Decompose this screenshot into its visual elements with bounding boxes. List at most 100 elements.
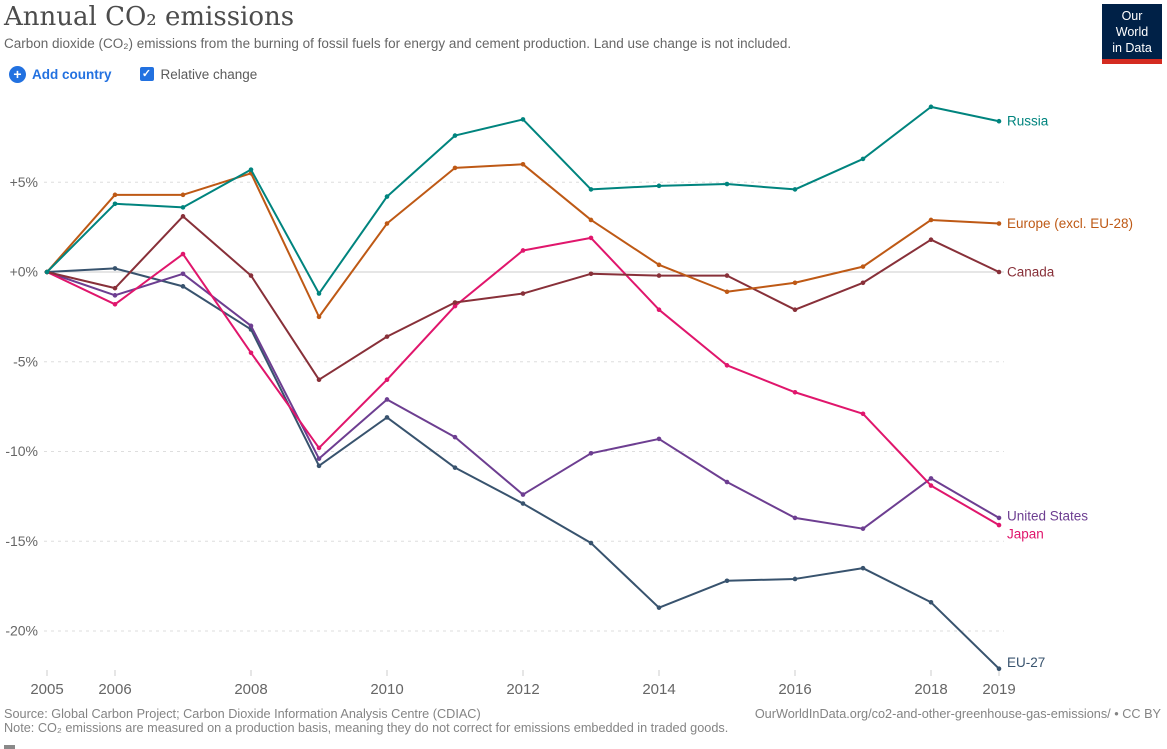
data-point-canada[interactable] bbox=[860, 280, 866, 286]
owid-link[interactable]: OurWorldInData.org/co2-and-other-greenho… bbox=[754, 707, 1111, 721]
series-line-canada[interactable] bbox=[46, 215, 1000, 381]
data-point-united-states[interactable] bbox=[112, 293, 118, 298]
data-point-canada[interactable] bbox=[180, 214, 186, 219]
data-point-united-states[interactable] bbox=[248, 323, 254, 329]
data-point-canada[interactable] bbox=[248, 273, 254, 278]
chart-canvas[interactable]: +5% +0% -5% -10% -15% -20% 2005 2006 2008 2010 201… bbox=[0, 88, 1167, 708]
data-point-canada[interactable] bbox=[452, 300, 458, 305]
data-point-united-states[interactable] bbox=[588, 450, 594, 456]
data-point-japan[interactable] bbox=[316, 445, 322, 451]
series-label-united-states[interactable]: United States bbox=[1007, 508, 1088, 523]
data-point-russia[interactable] bbox=[928, 104, 934, 110]
data-point-united-states[interactable] bbox=[452, 434, 458, 440]
data-point-eu-27[interactable] bbox=[656, 605, 662, 610]
data-point-eu-27[interactable] bbox=[860, 565, 866, 571]
data-point-japan[interactable] bbox=[112, 302, 118, 307]
data-point-united-states[interactable] bbox=[928, 476, 934, 481]
data-point-eu-27[interactable] bbox=[724, 578, 730, 584]
series-line-eu-27[interactable] bbox=[46, 267, 1000, 670]
data-point-europe-excl-eu-28[interactable] bbox=[792, 280, 798, 286]
data-point-eu-27[interactable] bbox=[928, 599, 934, 605]
data-point-europe-excl-eu-28[interactable] bbox=[452, 165, 458, 171]
data-point-united-states[interactable] bbox=[180, 271, 186, 277]
series-line-japan[interactable] bbox=[46, 236, 1000, 527]
data-point-eu-27[interactable] bbox=[112, 266, 118, 271]
data-point-eu-27[interactable] bbox=[316, 463, 322, 469]
owid-logo[interactable]: Our World in Data bbox=[1102, 4, 1162, 64]
license-label[interactable]: CC BY bbox=[1122, 707, 1161, 721]
data-point-russia[interactable] bbox=[792, 187, 798, 192]
data-point-eu-27[interactable] bbox=[588, 540, 594, 546]
data-point-europe-excl-eu-28[interactable] bbox=[928, 217, 934, 223]
data-point-canada[interactable] bbox=[112, 285, 118, 291]
data-point-eu-27[interactable] bbox=[180, 284, 186, 289]
data-point-russia[interactable] bbox=[180, 205, 186, 210]
data-point-europe-excl-eu-28[interactable] bbox=[180, 192, 186, 198]
add-country-button[interactable]: + Add country bbox=[9, 65, 112, 83]
data-point-europe-excl-eu-28[interactable] bbox=[860, 264, 866, 269]
data-point-japan[interactable] bbox=[792, 389, 798, 395]
data-point-united-states[interactable] bbox=[724, 479, 730, 485]
data-point-canada[interactable] bbox=[996, 269, 1002, 275]
data-point-russia[interactable] bbox=[248, 167, 254, 172]
data-point-united-states[interactable] bbox=[996, 515, 1002, 521]
data-point-japan[interactable] bbox=[928, 483, 934, 488]
data-point-russia[interactable] bbox=[112, 201, 118, 207]
series-label-russia[interactable]: Russia bbox=[1007, 114, 1049, 129]
data-point-japan[interactable] bbox=[180, 251, 186, 257]
data-point-europe-excl-eu-28[interactable] bbox=[656, 262, 662, 268]
data-point-europe-excl-eu-28[interactable] bbox=[996, 221, 1002, 226]
data-point-russia[interactable] bbox=[520, 117, 526, 122]
relative-change-toggle[interactable]: ✓ Relative change bbox=[139, 67, 257, 82]
data-point-united-states[interactable] bbox=[520, 492, 526, 497]
data-point-japan[interactable] bbox=[520, 248, 526, 253]
data-point-europe-excl-eu-28[interactable] bbox=[588, 217, 594, 223]
series-label-japan[interactable]: Japan bbox=[1007, 527, 1044, 542]
data-point-united-states[interactable] bbox=[656, 436, 662, 442]
data-point-japan[interactable] bbox=[588, 235, 594, 241]
data-point-europe-excl-eu-28[interactable] bbox=[112, 192, 118, 198]
data-point-canada[interactable] bbox=[588, 271, 594, 277]
checkbox-checked-icon[interactable]: ✓ bbox=[139, 67, 154, 81]
data-point-russia[interactable] bbox=[860, 156, 866, 162]
data-point-canada[interactable] bbox=[520, 291, 526, 296]
data-point-united-states[interactable] bbox=[316, 456, 322, 461]
data-point-eu-27[interactable] bbox=[996, 666, 1002, 671]
series-label-eu-27[interactable]: EU-27 bbox=[1007, 655, 1045, 670]
data-point-canada[interactable] bbox=[316, 377, 322, 383]
data-point-russia[interactable] bbox=[452, 133, 458, 138]
data-point-eu-27[interactable] bbox=[384, 415, 390, 420]
data-point-japan[interactable] bbox=[452, 303, 458, 309]
data-point-canada[interactable] bbox=[656, 273, 662, 278]
data-point-canada[interactable] bbox=[792, 307, 798, 312]
data-point-eu-27[interactable] bbox=[520, 501, 526, 506]
data-point-europe-excl-eu-28[interactable] bbox=[520, 162, 526, 167]
data-point-europe-excl-eu-28[interactable] bbox=[316, 314, 322, 320]
data-point-eu-27[interactable] bbox=[452, 465, 458, 470]
data-point-canada[interactable] bbox=[724, 273, 730, 278]
data-point-japan[interactable] bbox=[724, 363, 730, 368]
data-point-japan[interactable] bbox=[996, 522, 1002, 528]
data-point-canada[interactable] bbox=[928, 237, 934, 242]
data-point-united-states[interactable] bbox=[384, 397, 390, 402]
series-label-europe-excl-eu-28[interactable]: Europe (excl. EU-28) bbox=[1007, 216, 1133, 231]
data-point-japan[interactable] bbox=[248, 350, 254, 356]
data-point-russia[interactable] bbox=[44, 269, 50, 275]
data-point-japan[interactable] bbox=[656, 307, 662, 312]
data-point-europe-excl-eu-28[interactable] bbox=[724, 289, 730, 295]
data-point-russia[interactable] bbox=[588, 187, 594, 192]
footer-citation[interactable]: OurWorldInData.org/co2-and-other-greenho… bbox=[755, 707, 1161, 721]
data-point-canada[interactable] bbox=[384, 334, 390, 339]
data-point-russia[interactable] bbox=[384, 194, 390, 199]
series-line-united-states[interactable] bbox=[46, 271, 1000, 530]
data-point-japan[interactable] bbox=[860, 411, 866, 417]
data-point-russia[interactable] bbox=[996, 118, 1002, 124]
data-point-eu-27[interactable] bbox=[792, 576, 798, 582]
data-point-united-states[interactable] bbox=[860, 526, 866, 531]
data-point-europe-excl-eu-28[interactable] bbox=[384, 221, 390, 226]
data-point-united-states[interactable] bbox=[792, 515, 798, 521]
series-label-canada[interactable]: Canada bbox=[1007, 265, 1055, 280]
data-point-russia[interactable] bbox=[656, 183, 662, 189]
data-point-japan[interactable] bbox=[384, 377, 390, 383]
data-point-russia[interactable] bbox=[724, 181, 730, 187]
